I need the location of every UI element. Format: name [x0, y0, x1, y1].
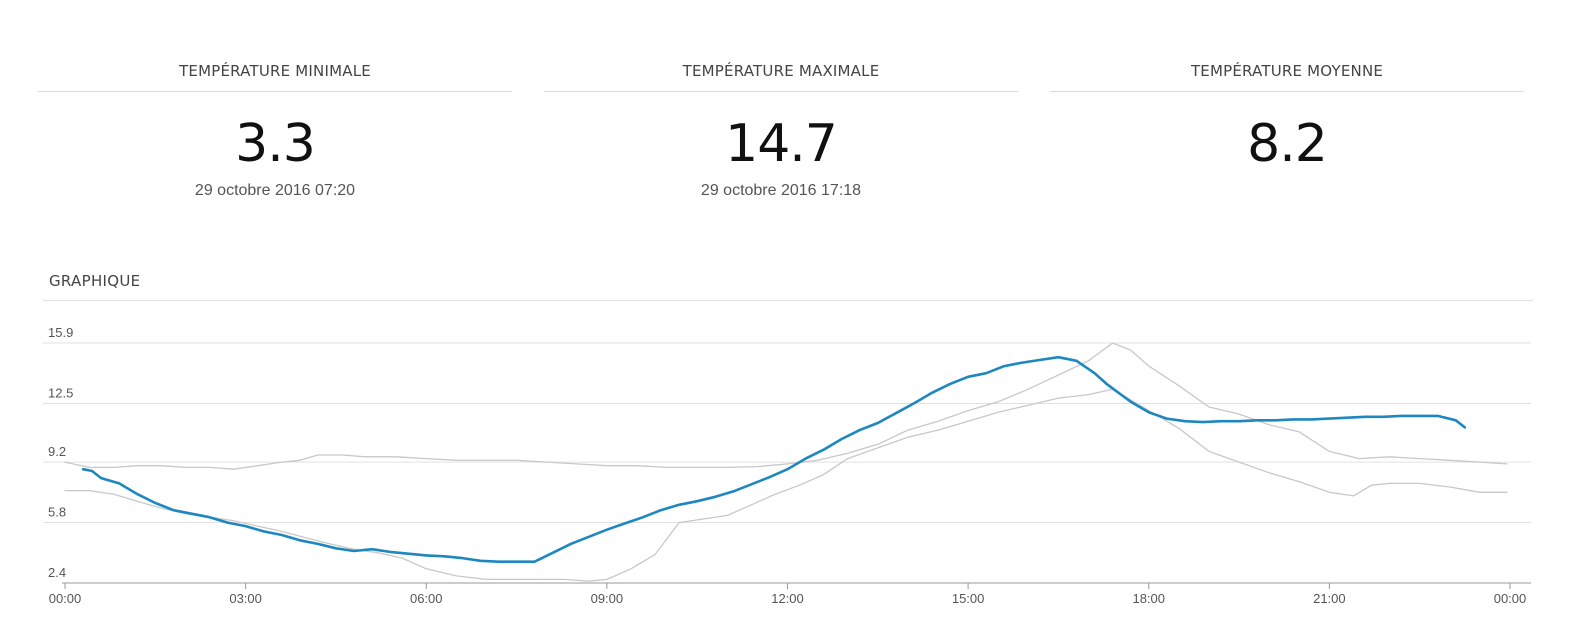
stat-min-value: 3.3 — [235, 114, 316, 174]
stat-max: TEMPÉRATURE MAXIMALE 14.7 29 octobre 201… — [544, 62, 1018, 202]
graph-section-title: GRAPHIQUE — [49, 272, 141, 290]
stat-avg: TEMPÉRATURE MOYENNE 8.2 — [1050, 62, 1524, 202]
y-tick-label: 2.4 — [48, 565, 66, 580]
x-tick-label: 06:00 — [410, 591, 443, 606]
temperature-line — [81, 355, 1467, 563]
x-tick-label: 03:00 — [229, 591, 262, 606]
y-tick-label: 5.8 — [48, 505, 66, 520]
y-tick-label: 15.9 — [48, 325, 73, 340]
stat-max-value: 14.7 — [725, 114, 838, 174]
x-tick-label: 21:00 — [1313, 591, 1346, 606]
upper-band-line — [64, 342, 1508, 470]
x-tick-label: 09:00 — [591, 591, 624, 606]
x-tick-label: 00:00 — [1494, 591, 1527, 606]
y-tick-label: 9.2 — [48, 444, 66, 459]
y-tick-label: 12.5 — [48, 385, 73, 400]
lower-band-line — [64, 388, 1508, 582]
x-tick-label: 18:00 — [1132, 591, 1165, 606]
x-tick-label: 15:00 — [952, 591, 985, 606]
stat-min: TEMPÉRATURE MINIMALE 3.3 29 octobre 2016… — [38, 62, 512, 202]
stat-max-date: 29 octobre 2016 17:18 — [700, 182, 862, 199]
stat-max-title: TEMPÉRATURE MAXIMALE — [544, 62, 1018, 92]
stat-min-date: 29 octobre 2016 07:20 — [194, 182, 356, 199]
stat-avg-title: TEMPÉRATURE MOYENNE — [1050, 62, 1524, 92]
graph-section-divider — [43, 300, 1533, 301]
stat-avg-value: 8.2 — [1247, 114, 1328, 174]
x-tick-label: 12:00 — [771, 591, 804, 606]
stat-min-title: TEMPÉRATURE MINIMALE — [38, 62, 512, 92]
x-tick-label: 00:00 — [49, 591, 82, 606]
